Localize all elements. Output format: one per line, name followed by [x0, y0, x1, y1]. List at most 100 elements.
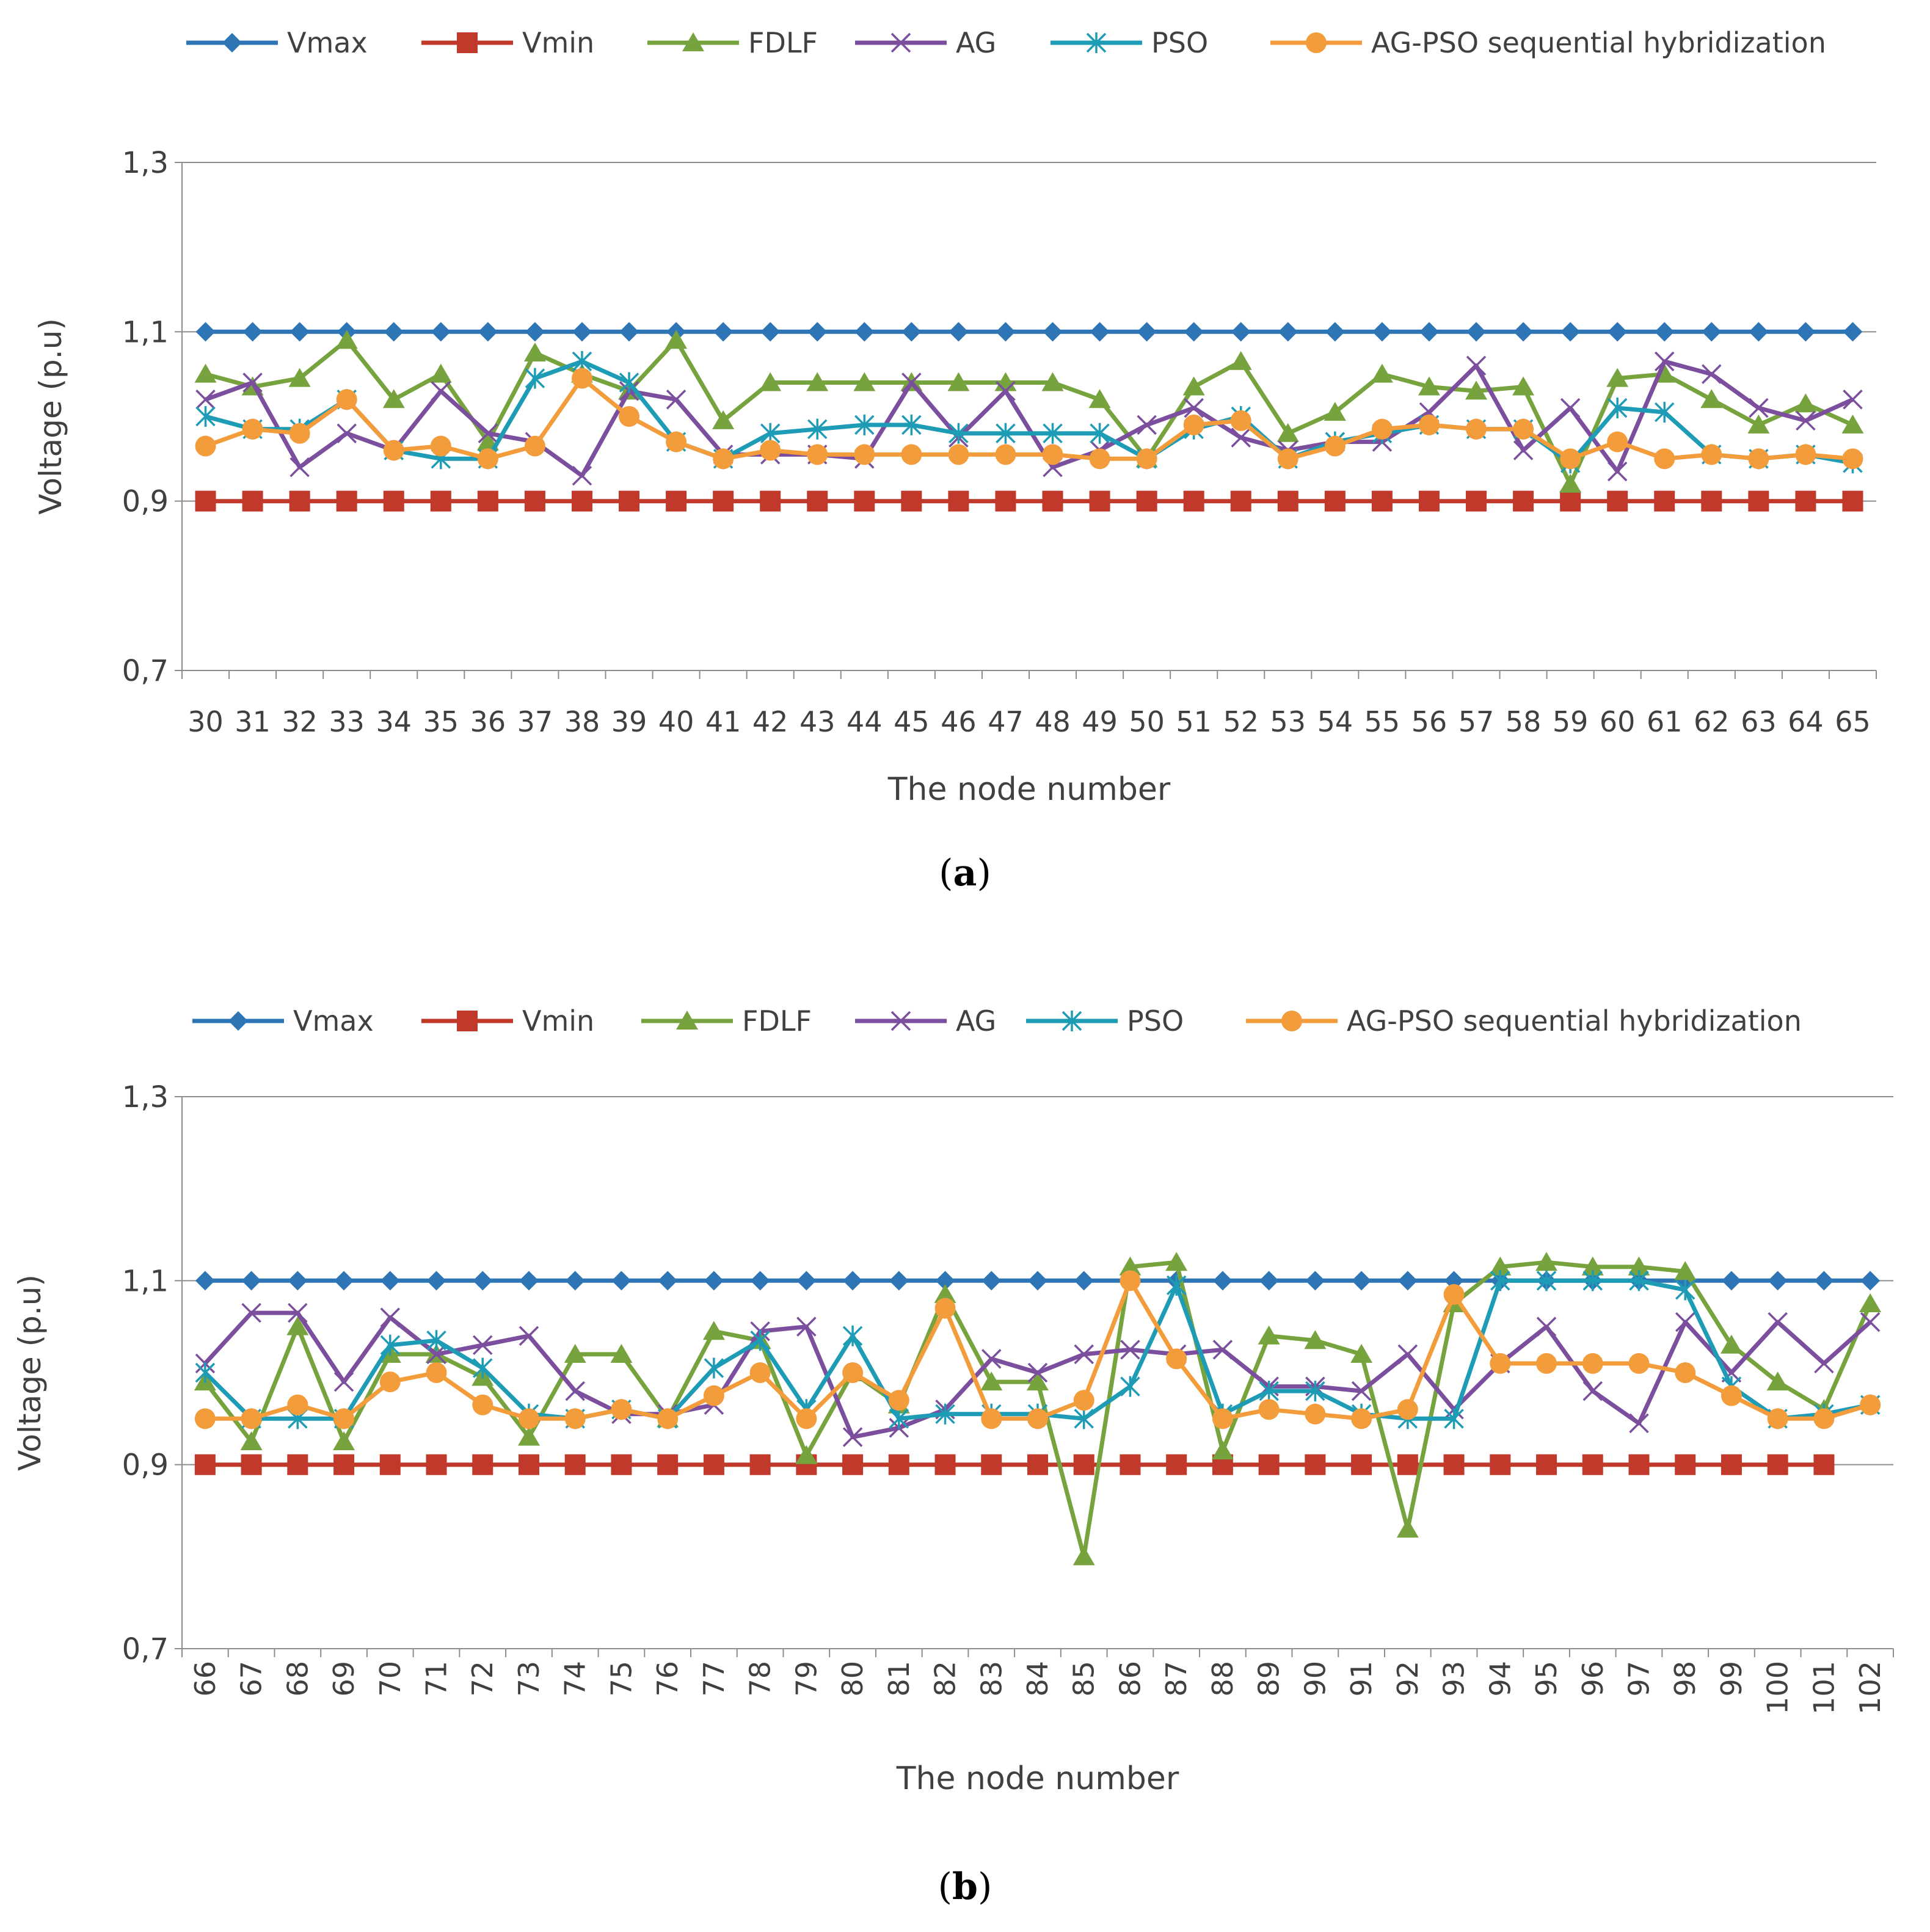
data-point [1655, 322, 1675, 342]
data-point [1607, 490, 1628, 512]
data-point [712, 410, 735, 429]
y-tick-label: 0,9 [122, 1448, 169, 1483]
data-point [1766, 1371, 1789, 1391]
data-point [703, 1385, 724, 1406]
x-tick-label: 96 [1576, 1661, 1609, 1697]
legend-label: Vmin [522, 26, 594, 59]
data-point [1397, 1454, 1418, 1475]
data-point [1120, 1340, 1140, 1360]
data-point [901, 490, 922, 512]
data-point [1090, 322, 1110, 342]
data-point [426, 1344, 446, 1365]
x-tick-label: 86 [1113, 1661, 1146, 1697]
data-point [750, 1271, 770, 1291]
y-axis: 0,7 0,9 1,1 1,3 [122, 146, 1876, 688]
data-point [1796, 322, 1816, 342]
data-point [333, 1431, 355, 1450]
data-point [981, 1408, 1002, 1429]
panel-caption: (a) [939, 852, 991, 895]
data-point [1073, 1390, 1094, 1411]
x-tick-label: 46 [941, 705, 977, 738]
data-point [1041, 372, 1064, 391]
y-axis-title: Voltage (p.u) [12, 1274, 48, 1471]
data-point [525, 322, 545, 342]
data-point [934, 1454, 956, 1475]
data-point [1305, 1403, 1326, 1425]
data-point [996, 423, 1016, 444]
data-point [1027, 1362, 1048, 1383]
data-point [1419, 322, 1439, 342]
panel-caption: (b) [938, 1865, 992, 1908]
data-point [473, 1357, 493, 1379]
data-point [749, 1362, 771, 1383]
legend-item-pso: PSO [1026, 1004, 1184, 1037]
data-point [1212, 1408, 1233, 1429]
data-point [194, 363, 217, 383]
data-point [290, 457, 310, 478]
legend-marker-diamond [222, 33, 242, 53]
data-point [703, 1454, 724, 1475]
data-point [1675, 1279, 1695, 1301]
series-line [205, 338, 1854, 487]
data-point [704, 1271, 724, 1291]
data-point [1042, 490, 1063, 512]
data-point [431, 322, 451, 342]
data-point [1259, 1381, 1279, 1402]
data-point [947, 372, 970, 391]
x-tick-label: 39 [611, 705, 647, 738]
data-point [1608, 322, 1628, 342]
data-point [1513, 490, 1534, 512]
data-point [1767, 1454, 1788, 1475]
x-tick-label: 89 [1253, 1661, 1286, 1697]
legend-item-ag: AG [855, 26, 996, 59]
data-point [996, 381, 1016, 401]
data-point [1278, 322, 1298, 342]
x-tick-label: 36 [470, 705, 506, 738]
x-tick-label: 42 [752, 705, 788, 738]
data-point [1560, 322, 1581, 342]
data-point [564, 1343, 586, 1363]
legend-item-vmin: Vmin [421, 1004, 594, 1037]
data-point [289, 490, 310, 512]
x-tick-label: 38 [564, 705, 600, 738]
data-point [241, 1302, 261, 1323]
legend-item-vmax: Vmax [192, 1004, 374, 1037]
data-point [901, 372, 922, 393]
data-point [518, 1454, 539, 1475]
data-point [1720, 1334, 1742, 1354]
data-point [1072, 1546, 1095, 1566]
legend-marker-x [890, 1011, 911, 1031]
data-point [565, 1271, 585, 1291]
legend-label: PSO [1127, 1004, 1184, 1037]
data-point [853, 372, 876, 391]
data-point [713, 448, 734, 470]
y-axis-title: Voltage (p.u) [33, 318, 68, 515]
data-point [1231, 322, 1251, 342]
data-point [1582, 1270, 1603, 1291]
data-point [1513, 322, 1534, 342]
data-point [796, 1316, 817, 1337]
data-point [1258, 1325, 1280, 1345]
data-point [750, 1330, 770, 1351]
data-point [1748, 490, 1769, 512]
legend-item-ag: AG [855, 1004, 996, 1037]
data-point [379, 1454, 401, 1475]
x-tick-label: 98 [1669, 1661, 1702, 1697]
data-point [1721, 1362, 1742, 1383]
data-point [1535, 1252, 1558, 1271]
series-pso [195, 1270, 1881, 1429]
data-point [795, 1445, 818, 1464]
x-tick-label: 64 [1788, 705, 1824, 738]
data-point [1305, 1454, 1326, 1475]
data-point [288, 1302, 308, 1323]
data-point [1860, 1271, 1881, 1291]
data-point [1675, 1312, 1695, 1332]
data-point [901, 322, 922, 342]
data-point [336, 389, 357, 410]
data-point [889, 1271, 909, 1291]
data-point [1371, 363, 1393, 383]
x-tick-label: 67 [235, 1661, 268, 1697]
x-tick-label: 43 [799, 705, 836, 738]
data-point [1444, 1408, 1464, 1429]
data-point [1305, 1271, 1325, 1291]
